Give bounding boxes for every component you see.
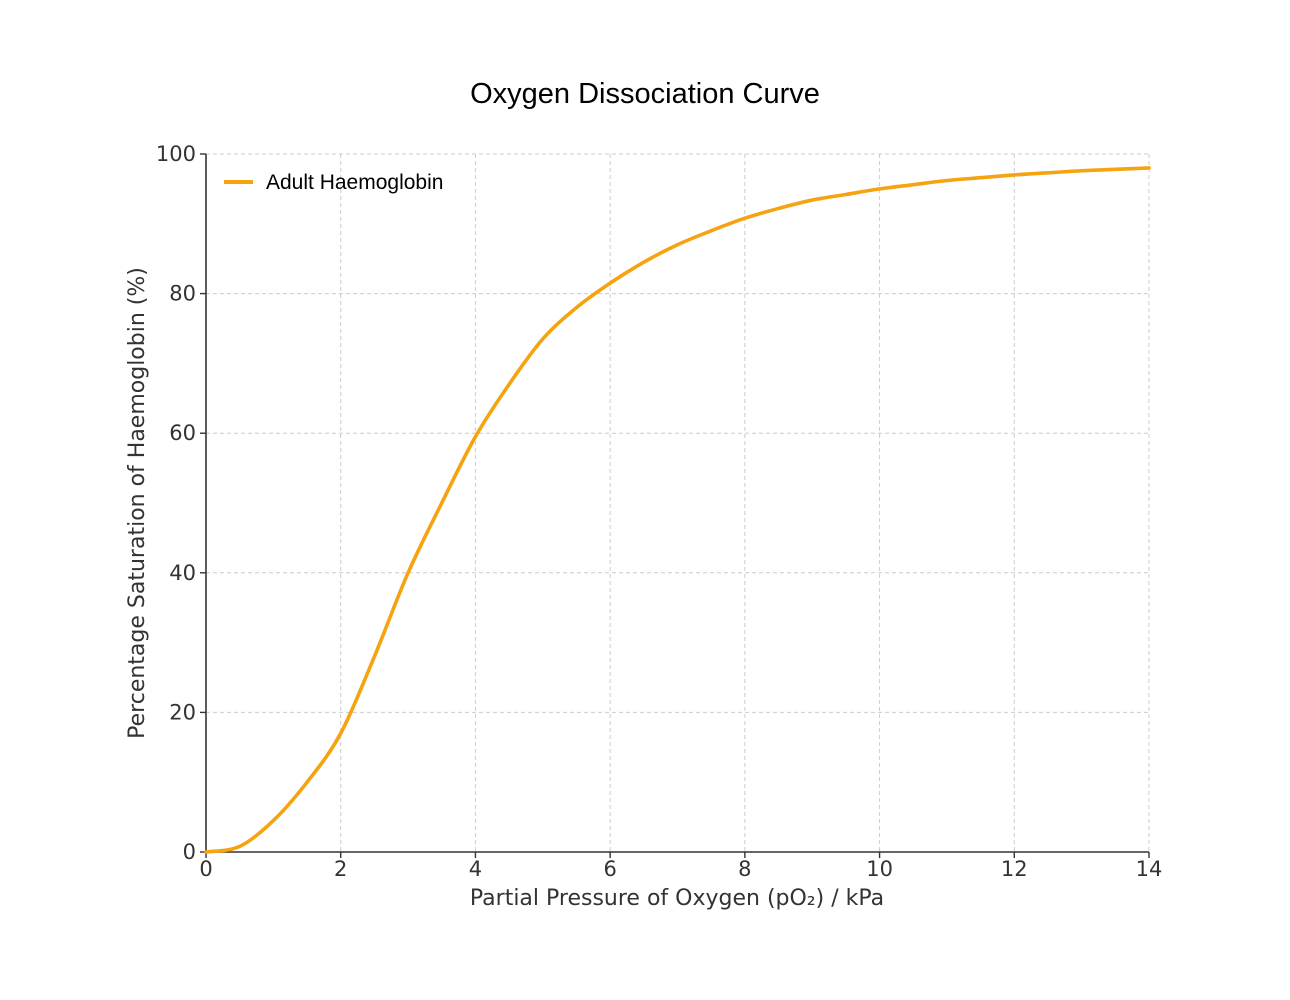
y-tick-label: 0	[183, 840, 196, 864]
axes-layer	[205, 154, 1149, 853]
y-tick-label: 80	[169, 282, 196, 306]
x-tick-label: 14	[1136, 857, 1163, 881]
x-tick-label: 10	[866, 857, 893, 881]
legend-label: Adult Haemoglobin	[266, 171, 443, 194]
chart-title: Oxygen Dissociation Curve	[470, 78, 820, 110]
y-tick-label: 40	[169, 561, 196, 585]
x-tick-label: 0	[199, 857, 212, 881]
x-tick-label: 6	[603, 857, 616, 881]
y-tick-label: 20	[169, 700, 196, 724]
x-tick-label: 4	[469, 857, 482, 881]
x-tick-label: 12	[1001, 857, 1028, 881]
series-layer	[204, 166, 1151, 854]
y-tick-label: 60	[169, 421, 196, 445]
legend: Adult Haemoglobin	[224, 171, 443, 194]
y-axis-label: Percentage Saturation of Haemoglobin (%)	[125, 267, 150, 739]
x-axis-label: Partial Pressure of Oxygen (pO₂) / kPa	[470, 886, 884, 911]
ticks-layer: 0 2 4 6 8 10 12 14 0 20 40 60 80 100	[156, 142, 1162, 881]
series-line-0	[204, 166, 1151, 854]
x-tick-label: 8	[738, 857, 751, 881]
x-tick-label: 2	[334, 857, 347, 881]
grid-layer	[206, 153, 1150, 852]
y-tick-label: 100	[156, 142, 196, 166]
